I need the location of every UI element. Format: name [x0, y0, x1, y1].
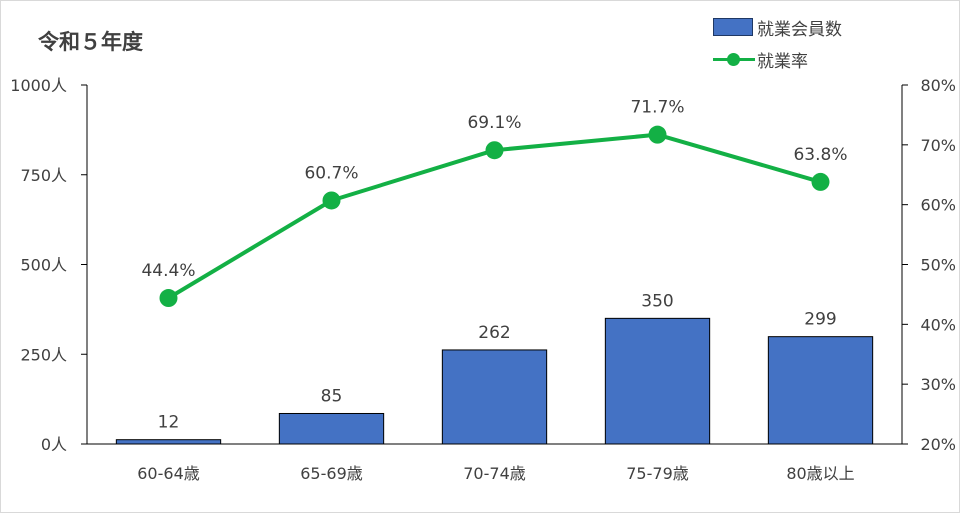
bar-value-label: 85 — [321, 386, 343, 406]
legend-bar-swatch — [713, 18, 753, 36]
x-tick-label: 65-69歳 — [300, 464, 363, 483]
bar-value-label: 12 — [158, 413, 180, 433]
line-value-label: 69.1% — [467, 113, 521, 133]
bar-value-label: 299 — [804, 310, 836, 330]
y-right-tick-label: 50% — [920, 256, 956, 275]
y-right-tick-label: 60% — [920, 196, 956, 215]
x-tick-label: 70-74歳 — [463, 464, 526, 483]
y-left-tick-label: 750人 — [20, 166, 67, 185]
bar — [441, 349, 548, 445]
bar — [115, 439, 222, 445]
y-right-tick-label: 40% — [920, 315, 956, 334]
line-value-label: 60.7% — [304, 163, 358, 183]
y-left-tick-label: 0人 — [41, 435, 67, 454]
bar-value-label: 262 — [478, 323, 510, 343]
y-left-tick-label: 500人 — [20, 256, 67, 275]
legend-label-employed-members: 就業会員数 — [757, 19, 842, 40]
x-tick-label: 80歳以上 — [786, 464, 854, 483]
y-left-tick-label: 1000人 — [10, 76, 67, 95]
legend-label-employment-rate: 就業率 — [757, 51, 808, 72]
x-tick-label: 75-79歳 — [626, 464, 689, 483]
line-value-label: 71.7% — [630, 98, 684, 118]
bar — [604, 317, 711, 445]
chart-title: 令和５年度 — [38, 30, 143, 54]
line-point — [159, 289, 178, 308]
y-right-tick-label: 70% — [920, 136, 956, 155]
legend-item-employment-rate: 就業率 — [713, 48, 808, 72]
line-point — [811, 172, 830, 191]
line-point — [322, 191, 341, 210]
x-tick-label: 60-64歳 — [137, 464, 200, 483]
y-right-tick-label: 30% — [920, 375, 956, 394]
line-value-label: 44.4% — [141, 261, 195, 281]
legend-item-employed-members: 就業会員数 — [713, 16, 842, 40]
line-value-label: 63.8% — [793, 145, 847, 165]
y-right-tick-label: 80% — [920, 76, 956, 95]
y-left-tick-label: 250人 — [20, 345, 67, 364]
legend-line-swatch — [713, 50, 755, 68]
bar-value-label: 350 — [641, 291, 673, 311]
bar — [278, 412, 385, 445]
line-point — [648, 125, 667, 144]
bar — [767, 336, 874, 445]
y-right-tick-label: 20% — [920, 435, 956, 454]
line-point — [485, 141, 504, 160]
